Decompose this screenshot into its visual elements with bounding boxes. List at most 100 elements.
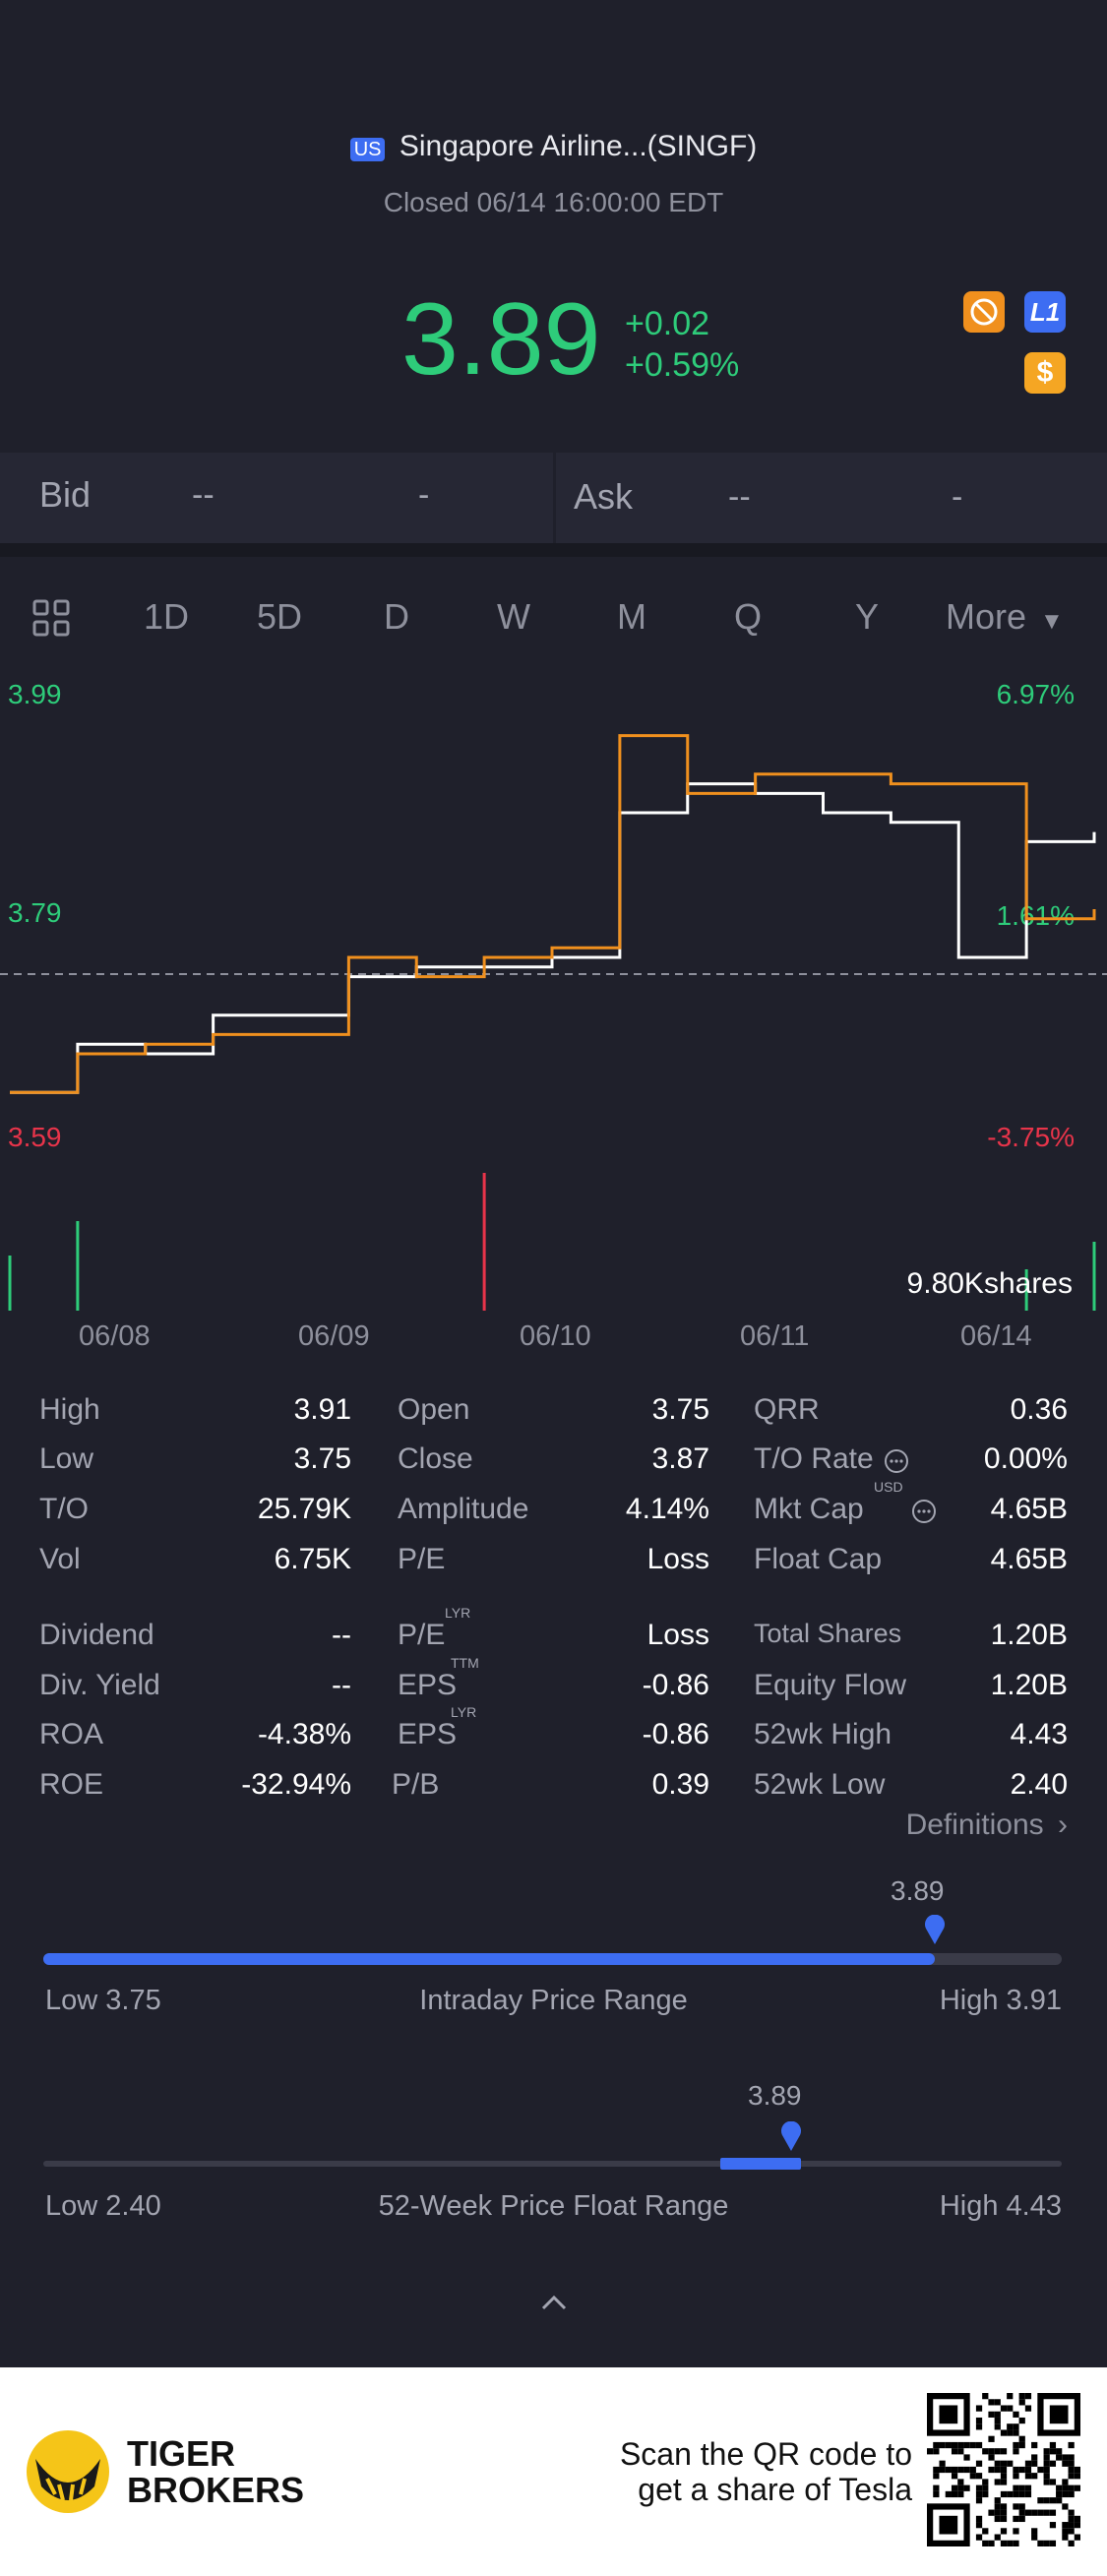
stat-label: Open <box>398 1393 470 1426</box>
tab-more-label: More <box>946 596 1027 637</box>
stat-label: Dividend <box>39 1619 154 1651</box>
week52-current-value: 3.89 <box>748 2080 802 2111</box>
stat-label: EPS <box>398 1669 458 1701</box>
intraday-high-label: High 3.91 <box>939 1985 1062 2016</box>
tab-w[interactable]: W <box>497 596 530 637</box>
series-line <box>10 734 1096 1094</box>
market-status: Closed 06/14 16:00:00 EDT <box>383 187 724 217</box>
brand-line2: BROKERS <box>127 2470 305 2510</box>
stat-label: ROE <box>39 1768 104 1801</box>
date-label: 06/09 <box>298 1320 370 1352</box>
stat-value: 2.40 <box>1010 1768 1068 1801</box>
axis-top-price: 3.99 <box>8 679 62 709</box>
tab-y[interactable]: Y <box>855 596 880 637</box>
stat-label: Amplitude <box>398 1493 529 1525</box>
week52-title: 52-Week Price Float Range <box>378 2190 729 2222</box>
volume-bar <box>8 1256 12 1311</box>
stat-label: 52wk High <box>754 1718 892 1750</box>
week52-fill <box>720 2158 801 2170</box>
stat-value: 3.75 <box>651 1393 709 1426</box>
tab-more[interactable]: More ▼ <box>946 596 1064 638</box>
qr-code-icon[interactable] <box>927 2393 1080 2551</box>
dollar-icon[interactable]: $ <box>1024 352 1066 394</box>
stat-value: -0.86 <box>642 1669 709 1701</box>
stat-label: High <box>39 1393 100 1426</box>
intraday-low-label: Low 3.75 <box>45 1985 161 2016</box>
no-shorting-icon[interactable] <box>963 291 1005 333</box>
volume-bar <box>1024 1269 1028 1311</box>
stock-title: Singapore Airline...(SINGF) <box>399 130 758 162</box>
tab-m[interactable]: M <box>617 596 646 637</box>
definitions-label: Definitions <box>905 1809 1044 1841</box>
stat-superscript: LYR <box>451 1704 477 1720</box>
intraday-track <box>43 1953 1062 1965</box>
tiger-logo-icon <box>26 2429 110 2519</box>
level1-badge[interactable]: L1 <box>1024 291 1066 333</box>
stat-value: Loss <box>646 1543 709 1575</box>
stat-value: -- <box>332 1669 351 1701</box>
series-line <box>10 782 1096 1094</box>
stat-value: 3.91 <box>293 1393 351 1426</box>
date-label: 06/10 <box>520 1320 591 1352</box>
volume-bar <box>482 1173 486 1311</box>
stat-label: QRR <box>754 1393 820 1426</box>
last-price: 3.89 <box>401 282 601 397</box>
stat-value: 1.20B <box>990 1669 1068 1701</box>
week52-track <box>43 2161 1062 2167</box>
volume-bar <box>76 1221 80 1311</box>
stat-label: Float Cap <box>754 1543 883 1575</box>
collapse-chevron-icon[interactable] <box>539 2293 569 2317</box>
stat-value: -0.86 <box>642 1718 709 1750</box>
info-icon[interactable] <box>884 1448 909 1479</box>
stat-label: Vol <box>39 1543 81 1575</box>
stat-value: -32.94% <box>241 1768 351 1801</box>
promo-line2: get a share of Tesla <box>638 2472 912 2507</box>
stat-label: Close <box>398 1442 473 1475</box>
stat-value: 0.00% <box>983 1442 1068 1475</box>
stat-label: T/O Rate <box>754 1442 874 1475</box>
bid-label: Bid <box>39 474 92 515</box>
stat-value: -- <box>332 1619 351 1651</box>
tab-5d[interactable]: 5D <box>257 596 303 637</box>
layout-grid-icon[interactable] <box>31 598 71 638</box>
intraday-current-value: 3.89 <box>891 1875 945 1906</box>
stat-label: EPS <box>398 1718 458 1750</box>
week52-low-label: Low 2.40 <box>45 2190 161 2222</box>
axis-low-price: 3.59 <box>8 1122 62 1152</box>
market-badge: US <box>349 138 386 161</box>
intraday-marker-icon <box>923 1914 947 1951</box>
stat-superscript: LYR <box>445 1605 471 1621</box>
axis-low-pct: -3.75% <box>987 1122 1075 1152</box>
info-icon[interactable] <box>911 1499 937 1529</box>
bid-price: -- <box>192 476 215 514</box>
tab-d[interactable]: D <box>384 596 409 637</box>
stat-value: -4.38% <box>257 1718 351 1750</box>
stat-label: Low <box>39 1442 94 1475</box>
stat-value: 0.36 <box>1010 1393 1068 1426</box>
ask-size: - <box>952 478 963 516</box>
promo-line1: Scan the QR code to <box>619 2436 912 2472</box>
intraday-fill <box>43 1953 935 1965</box>
week52-high-label: High 4.43 <box>939 2190 1062 2222</box>
week52-marker-icon <box>779 2120 803 2158</box>
stat-value: 1.20B <box>990 1619 1068 1651</box>
definitions-link[interactable]: Definitions › <box>906 1809 1068 1842</box>
title-row[interactable]: US Singapore Airline...(SINGF) <box>0 130 1107 163</box>
date-label: 06/08 <box>79 1320 151 1352</box>
stat-label: Equity Flow <box>754 1669 907 1701</box>
bid-size: - <box>418 476 430 514</box>
tab-1d[interactable]: 1D <box>144 596 190 637</box>
date-label: 06/14 <box>960 1320 1032 1352</box>
stat-label: ROA <box>39 1718 104 1750</box>
price-change-percent: +0.59% <box>625 346 740 384</box>
intraday-title: Intraday Price Range <box>419 1985 688 2016</box>
stat-superscript: USD <box>874 1479 903 1495</box>
stat-value: 4.65B <box>990 1543 1068 1575</box>
chevron-down-icon: ▼ <box>1040 608 1064 635</box>
stat-label: P/E <box>398 1619 446 1651</box>
volume-bar <box>1092 1242 1096 1311</box>
ask-label: Ask <box>574 476 634 517</box>
stat-value: 4.43 <box>1010 1718 1068 1750</box>
chevron-right-icon: › <box>1058 1809 1068 1841</box>
tab-q[interactable]: Q <box>734 596 763 637</box>
